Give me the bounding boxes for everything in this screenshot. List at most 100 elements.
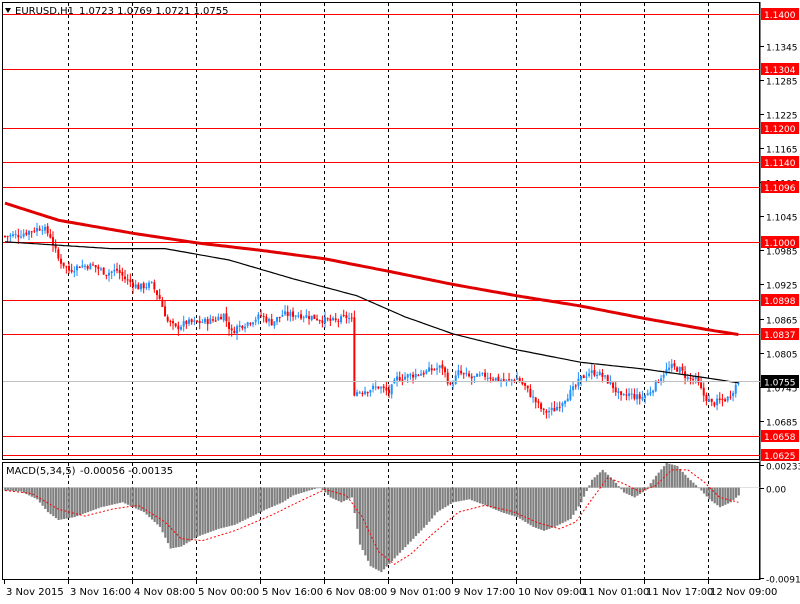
candle-bull [454,375,457,384]
time-tick-label: 11 Nov 17:00 [646,587,713,598]
macd-histogram-bar [89,487,92,512]
candle-bear [177,325,180,330]
candle-bull [734,384,737,394]
macd-histogram-bar [670,464,674,488]
candle-bull [668,367,671,370]
candle-bull [188,319,191,324]
macd-histogram-bar [193,487,196,539]
candle-bull [204,318,207,323]
candle-bear [433,369,436,371]
candle-bear [441,364,444,369]
macd-histogram-bar [446,487,450,506]
candle-bull [9,235,12,237]
candle-bear [468,373,471,377]
macd-histogram-bar [452,487,455,503]
candle-bear [6,236,9,238]
macd-histogram-bar [638,487,642,494]
macd-histogram-bar [196,487,199,537]
candle-bear [449,383,452,385]
candle-bear [638,394,641,399]
candle-bear [388,389,391,394]
macd-histogram-bar [150,487,154,520]
candle-bull [180,326,183,330]
macd-histogram-bar [462,487,466,501]
candle-bear [462,373,465,375]
price-tick-label: 1.0925 [766,282,798,292]
macd-histogram-bar [508,487,511,515]
candle-bear [121,271,124,276]
candle-bull [76,265,79,271]
macd-histogram-bar [353,487,356,514]
macd-histogram-bar [25,487,28,495]
candle-bull [22,233,25,237]
macd-histogram-bar [270,487,274,507]
candle-bull [660,378,663,382]
macd-histogram-bar [678,468,682,488]
macd-histogram-bar [732,487,735,501]
candle-bear [158,294,161,299]
macd-histogram-bar [73,487,76,518]
candle-bear [126,279,129,281]
candle-bear [60,258,63,264]
candle-bear [270,319,273,326]
macd-histogram-bar [681,471,684,488]
candle-bear [116,268,119,271]
candle-bull [678,367,681,373]
candle-bear [484,372,487,377]
macd-histogram-bar [526,487,530,524]
macd-histogram-bar [430,487,434,519]
candle-bull [244,326,247,329]
macd-histogram-bar [700,487,703,491]
candle-bear [377,386,380,389]
macd-histogram-bar [409,487,412,542]
macd-histogram-bar [318,487,322,489]
macd-histogram-bar [313,487,316,490]
ma-slow-line [4,201,739,336]
candle-bull [201,322,204,324]
macd-scale: 0.00233 0.00 -0.00919 [760,463,800,586]
candle-bear [52,237,55,246]
candle-bear [676,367,679,372]
candle-bear [540,403,543,410]
ma-fast-line [4,241,739,384]
triangle-down-icon[interactable] [5,8,11,13]
candle-bear [33,230,36,232]
candle-bear [513,379,516,381]
macd-histogram-bar [220,487,223,529]
candle-bear [558,406,561,408]
macd-histogram-bar [222,487,226,528]
candle-bear [105,274,108,276]
candle-bear [553,407,556,412]
macd-histogram-bar [174,487,178,548]
macd-tick-label: 0.00 [766,486,786,496]
macd-histogram-bar [686,477,690,488]
candle-bear [97,266,100,269]
price-tick-label: 1.1225 [766,112,798,122]
level-price-label: 1.1304 [764,66,796,76]
macd-histogram-bar [414,487,418,537]
macd-histogram-bar [460,487,463,501]
macd-histogram-bar [561,487,564,523]
candle-bear [334,318,337,321]
candle-bull [254,319,257,322]
candle-bear [172,321,175,324]
macd-histogram-bar [486,487,490,507]
candle-bull [630,393,633,395]
candle-bull [14,234,17,236]
macd-histogram-bar [558,487,562,525]
level-price-label: 1.1140 [764,159,796,169]
macd-histogram-bar [540,487,543,530]
macd-histogram-bar [529,487,532,526]
macd-tick-label: 0.00233 [766,463,800,473]
macd-histogram-bar [585,487,588,492]
macd-histogram-bar [374,487,378,570]
macd-histogram-bar [473,487,476,502]
candle-bull [268,318,271,322]
candle-bull [516,378,519,380]
candle-bear [508,379,511,381]
candle-bear [241,325,244,329]
macd-histogram-bar [265,487,268,510]
macd-histogram-bar [284,487,287,501]
